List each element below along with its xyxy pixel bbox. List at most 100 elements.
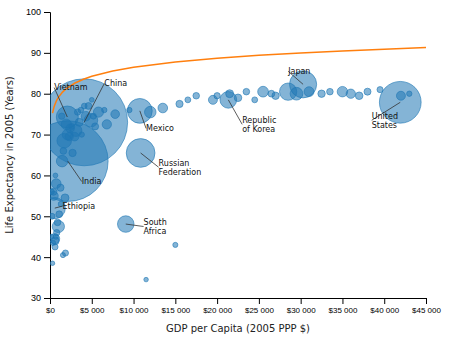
annotation-label: UnitedStates xyxy=(372,112,398,130)
bubble xyxy=(117,216,134,233)
annotation-leader xyxy=(141,153,159,167)
bubble xyxy=(50,261,54,265)
annotation-label: India xyxy=(82,177,102,186)
y-axis-title: Life Expectancy in 2005 (Years) xyxy=(4,76,15,234)
annotation-leader xyxy=(55,206,63,208)
x-tick-mark xyxy=(426,298,427,304)
x-tick-label: $10 000 xyxy=(120,306,149,315)
x-tick-label: $45 000 xyxy=(412,306,441,315)
bubble xyxy=(144,277,148,281)
x-tick-mark xyxy=(301,298,302,304)
x-tick: $40 000 xyxy=(370,298,399,315)
annotation-label: Japan xyxy=(287,67,310,76)
x-tick: $25 000 xyxy=(245,298,274,315)
annotation-line-text: Vietnam xyxy=(54,83,88,92)
annotation-label: Ethiopia xyxy=(63,202,96,211)
y-tick-label: 70 xyxy=(31,130,41,140)
bubble xyxy=(50,234,54,239)
plot-area xyxy=(50,48,426,282)
y-tick: 60 xyxy=(31,171,50,181)
x-tick-mark xyxy=(384,298,385,304)
x-tick-label: $0 xyxy=(46,306,55,315)
annotation-leader xyxy=(372,102,401,120)
bubble xyxy=(54,219,61,226)
bubble xyxy=(258,86,269,97)
y-tick-label: 60 xyxy=(31,171,41,181)
y-tick: 30 xyxy=(31,293,50,303)
annotation-line-text: of Korea xyxy=(242,125,275,134)
x-tick-mark xyxy=(259,298,260,304)
bubble xyxy=(318,90,325,97)
y-tick-mark xyxy=(44,94,50,95)
annotation-line-text: Africa xyxy=(144,227,167,236)
annotation-label: Vietnam xyxy=(54,83,88,92)
annotation-label: China xyxy=(104,79,127,88)
bubble xyxy=(173,242,178,247)
bubble xyxy=(346,89,355,98)
x-tick: $5 000 xyxy=(80,298,105,315)
y-tick-mark xyxy=(44,216,50,217)
annotation-line-text: South xyxy=(144,218,167,227)
bubble xyxy=(185,97,191,103)
x-axis-title: GDP per Capita (2005 PPP $) xyxy=(166,323,310,334)
x-tick-mark xyxy=(134,298,135,304)
trend-line xyxy=(53,48,426,114)
bubble xyxy=(176,100,183,107)
y-tick-mark xyxy=(44,12,50,13)
y-tick-label: 50 xyxy=(31,212,41,222)
annotation-line-text: Japan xyxy=(287,67,310,76)
x-tick: $45 000 xyxy=(412,298,441,315)
x-tick: $0 xyxy=(46,298,55,315)
x-tick-mark xyxy=(217,298,218,304)
x-tick-label: $5 000 xyxy=(80,306,105,315)
bubble-group xyxy=(50,71,421,233)
annotation-line-text: States xyxy=(372,121,397,130)
bubble xyxy=(243,88,250,95)
annotation-line-text: United xyxy=(372,112,398,121)
annotation-leader xyxy=(68,161,82,181)
bubble xyxy=(50,121,108,202)
bubble xyxy=(327,88,334,95)
y-axis: 30405060708090100 xyxy=(26,7,51,303)
x-tick-label: $15 000 xyxy=(161,306,190,315)
y-tick-label: 30 xyxy=(31,293,41,303)
bubble xyxy=(158,103,168,113)
annotation-line-text: Mexico xyxy=(146,124,174,133)
y-tick-mark xyxy=(44,175,50,176)
y-tick: 80 xyxy=(31,89,50,99)
y-tick-mark xyxy=(44,53,50,54)
annotations: China India UnitedStates Japan Republicof Ko… xyxy=(54,67,400,236)
annotation-label: SouthAfrica xyxy=(144,218,167,236)
x-tick-mark xyxy=(342,298,343,304)
annotation-label: Republicof Korea xyxy=(242,116,276,134)
y-tick-mark xyxy=(44,135,50,136)
bubble xyxy=(355,92,363,100)
x-tick-label: $35 000 xyxy=(328,306,357,315)
annotation-line-text: Federation xyxy=(159,168,202,177)
x-axis-line xyxy=(51,299,427,305)
annotation-label: Mexico xyxy=(146,124,174,133)
x-tick-label: $20 000 xyxy=(203,306,232,315)
bubble xyxy=(268,90,275,97)
x-tick: $10 000 xyxy=(120,298,149,315)
bubble xyxy=(62,250,68,256)
y-tick: 70 xyxy=(31,130,50,140)
bubble xyxy=(52,244,58,250)
bubble xyxy=(337,86,347,96)
x-tick-label: $40 000 xyxy=(370,306,399,315)
annotation-leader xyxy=(126,224,144,226)
x-tick-label: $25 000 xyxy=(245,306,274,315)
y-tick-label: 100 xyxy=(26,7,41,17)
bubble xyxy=(364,88,371,95)
annotation-line-text: Russian xyxy=(159,159,190,168)
x-tick-mark xyxy=(92,298,93,304)
annotation-line-text: Ethiopia xyxy=(63,202,96,211)
x-axis: $0 $5 000 $10 000 $15 000 $20 000 $25 000 $30 … xyxy=(46,298,441,315)
y-tick-mark xyxy=(44,298,50,299)
x-tick-label: $30 000 xyxy=(287,306,316,315)
x-tick-mark xyxy=(175,298,176,304)
y-tick-label: 40 xyxy=(31,253,41,263)
y-tick: 50 xyxy=(31,212,50,222)
x-tick: $35 000 xyxy=(328,298,357,315)
y-tick: 40 xyxy=(31,253,50,263)
